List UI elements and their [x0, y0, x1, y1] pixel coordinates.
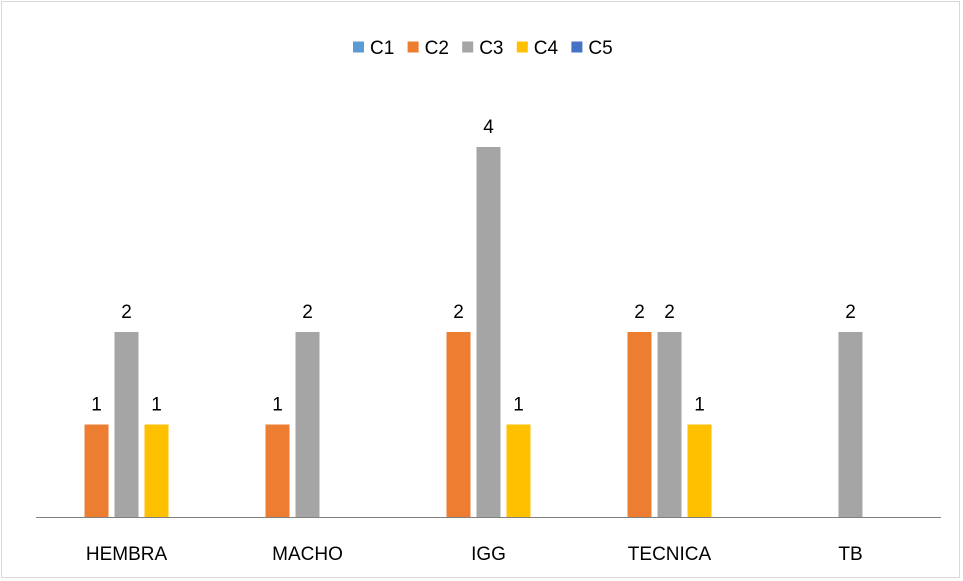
- bar-c4-tecnica: [687, 424, 712, 517]
- legend-swatch-c4: [516, 41, 528, 53]
- legend: C1 C2 C3 C4 C5: [353, 38, 613, 59]
- data-label-c3-macho: 2: [302, 302, 313, 323]
- category-label-igg: IGG: [471, 544, 506, 565]
- legend-label-c2: C2: [425, 38, 449, 59]
- bar-c2-igg: [446, 332, 471, 517]
- data-label-c3-tecnica: 2: [664, 302, 675, 323]
- bar-c4-hembra: [144, 424, 169, 517]
- category-labels: HEMBRA MACHO IGG TECNICA TB: [86, 544, 863, 565]
- legend-item-c3: C3: [462, 38, 503, 59]
- data-label-c2-macho: 1: [272, 395, 283, 416]
- data-label-c2-hembra: 1: [91, 395, 102, 416]
- data-label-c3-hembra: 2: [121, 302, 132, 323]
- bar-c3-hembra: [114, 332, 139, 517]
- legend-swatch-c2: [407, 41, 419, 53]
- data-label-c2-tecnica: 2: [634, 302, 645, 323]
- legend-swatch-c1: [353, 41, 364, 53]
- data-label-c4-tecnica: 1: [694, 395, 705, 416]
- data-label-c2-igg: 2: [453, 302, 464, 323]
- bar-c3-igg: [476, 147, 501, 517]
- data-label-c4-hembra: 1: [151, 395, 162, 416]
- category-label-tecnica: TECNICA: [628, 544, 712, 565]
- legend-label-c3: C3: [479, 38, 503, 59]
- category-label-tb: TB: [838, 544, 862, 565]
- legend-item-c1: C1: [353, 38, 394, 59]
- legend-label-c4: C4: [534, 38, 559, 59]
- legend-item-c5: C5: [571, 38, 613, 59]
- legend-label-c5: C5: [588, 38, 612, 59]
- bar-c4-igg: [506, 424, 531, 517]
- legend-item-c4: C4: [516, 38, 559, 59]
- category-label-hembra: HEMBRA: [86, 544, 168, 565]
- data-label-c3-igg: 4: [483, 117, 494, 138]
- legend-swatch-c5: [571, 41, 583, 53]
- bars: [84, 147, 863, 517]
- bar-c3-tecnica: [657, 332, 682, 517]
- bar-c3-tb: [838, 332, 863, 517]
- legend-item-c2: C2: [407, 38, 449, 59]
- bar-c2-tecnica: [627, 332, 652, 517]
- legend-swatch-c3: [462, 41, 474, 53]
- bar-c2-hembra: [84, 424, 109, 517]
- legend-label-c1: C1: [370, 38, 394, 59]
- data-label-c3-tb: 2: [845, 302, 856, 323]
- category-label-macho: MACHO: [272, 544, 343, 565]
- data-label-c4-igg: 1: [513, 395, 524, 416]
- bar-c3-macho: [295, 332, 320, 517]
- bar-c2-macho: [265, 424, 290, 517]
